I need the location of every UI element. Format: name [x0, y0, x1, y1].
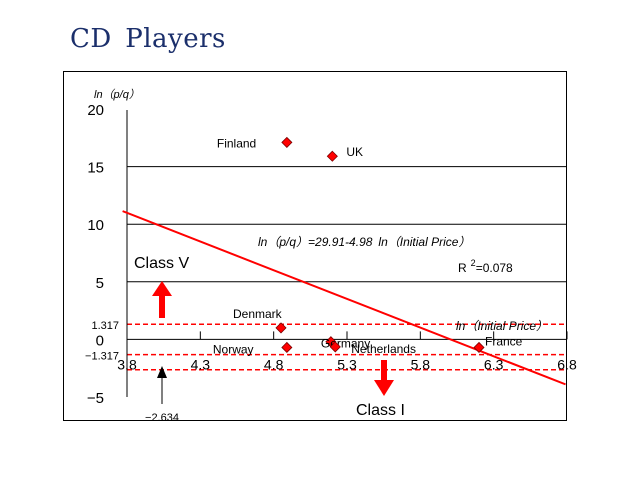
x-tick-label: 6.3 — [484, 356, 504, 372]
data-point-marker — [275, 322, 287, 334]
x-tick-label: 4.8 — [264, 356, 284, 372]
x-tick-label: 6.8 — [557, 356, 577, 372]
y-tick-label: −5 — [87, 390, 104, 407]
data-point-marker — [329, 341, 341, 353]
grid-lines — [127, 166, 567, 340]
data-point-label: Finland — [217, 136, 256, 150]
data-point-marker — [473, 341, 485, 354]
threshold-label: −2.634 — [145, 412, 179, 424]
class-v-label: Class V — [134, 255, 189, 272]
page-title: CD Players — [70, 24, 226, 54]
data-point-label: Denmark — [233, 307, 283, 321]
r-squared-r: R — [458, 261, 467, 275]
threshold-minus-2634-arrow — [157, 366, 167, 404]
class-v-up-arrow — [152, 281, 172, 318]
threshold-label: 1.317 — [91, 320, 119, 332]
data-point-label: Netherlands — [351, 342, 416, 356]
data-point-label: UK — [346, 145, 363, 159]
data-point-marker — [326, 150, 338, 162]
y-tick-label: 10 — [87, 217, 104, 234]
threshold-label: −1.317 — [85, 351, 119, 363]
y-tick-label: 15 — [87, 160, 104, 177]
data-point-label: France — [485, 334, 523, 348]
data-point-label: Norway — [213, 342, 254, 356]
r-squared-label: R 2=0.078 — [458, 258, 513, 275]
regression-line — [122, 210, 566, 386]
regression-line-group — [122, 210, 566, 386]
class-i-down-arrow — [374, 360, 394, 396]
data-point-marker — [281, 341, 293, 354]
data-point-marker — [281, 136, 293, 148]
threshold-lines: 1.317 −1.317 −2.634 — [85, 320, 567, 424]
class-i-label: Class I — [356, 402, 405, 419]
x-axis-title: ln（Initial Price） — [456, 319, 548, 333]
x-tick-label: 4.3 — [191, 356, 211, 372]
y-tick-label: 5 — [96, 275, 104, 292]
r-squared-value: =0.078 — [476, 261, 513, 275]
chart-frame — [63, 71, 567, 421]
tick-labels: 20 15 10 5 0 −5 3.8 4.3 4.8 5.3 5.8 6.3 6.8 — [87, 102, 577, 407]
y-tick-label: 0 — [96, 332, 104, 349]
x-tick-label: 5.8 — [411, 356, 431, 372]
r-squared-exponent: 2 — [471, 258, 476, 268]
x-tick-label: 3.8 — [117, 356, 137, 372]
y-tick-label: 20 — [87, 102, 104, 119]
y-axis-title: ln（p/q） — [94, 88, 140, 101]
regression-equation: ln（p/q）=29.91-4.98 ln（Initial Price） — [258, 235, 470, 249]
x-tick-label: 5.3 — [337, 356, 357, 372]
